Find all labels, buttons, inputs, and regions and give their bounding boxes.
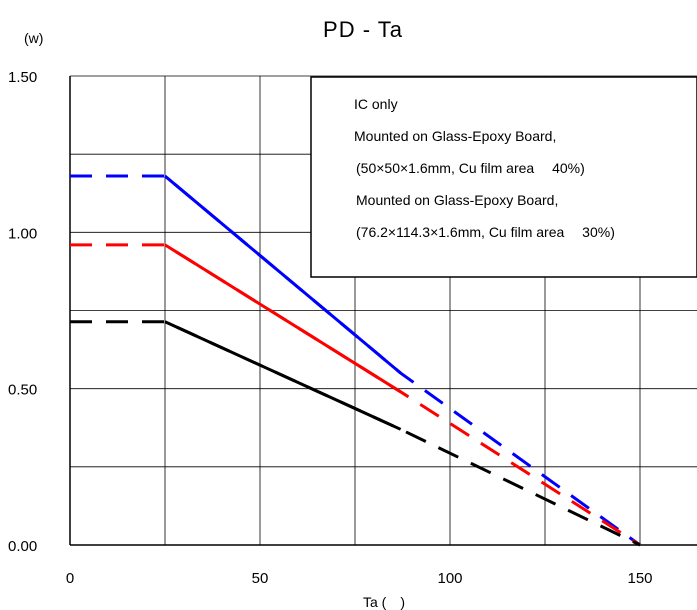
x-tick-label: 50: [252, 570, 269, 587]
y-tick-label: 1.00: [8, 225, 37, 242]
legend-box: [310, 76, 697, 278]
series-0-dashed-line: [70, 174, 641, 547]
x-tick-label: 100: [437, 570, 462, 587]
series-2-solid-line: [164, 320, 402, 431]
x-tick-label: 0: [66, 570, 74, 587]
chart-title: PD - Ta: [323, 17, 403, 42]
y-tick-label: 1.50: [8, 69, 37, 86]
series-1-solid-line: [164, 243, 402, 394]
y-tick-label: 0.00: [8, 538, 37, 555]
series-group: [70, 174, 641, 547]
x-axis-label: Ta ( ): [363, 594, 405, 610]
y-axis-label: (w): [24, 30, 43, 46]
legend-line-ic-only: IC only: [354, 96, 398, 112]
legend-line-board-1: Mounted on Glass-Epoxy Board,: [354, 128, 556, 144]
legend-line-board-1-spec: (50×50×1.6mm, Cu film area 40%): [356, 160, 585, 176]
y-tick-label: 0.50: [8, 382, 37, 399]
x-tick-label: 150: [627, 570, 652, 587]
tick-labels: 0 50 100 150 0.00 0.50 1.00 1.50: [8, 69, 653, 587]
legend-line-board-2: Mounted on Glass-Epoxy Board,: [356, 192, 558, 208]
legend-line-board-2-spec: (76.2×114.3×1.6mm, Cu film area 30%): [356, 224, 615, 240]
series-0-solid-line: [164, 174, 402, 375]
legend: IC only Mounted on Glass-Epoxy Board, (5…: [310, 76, 697, 278]
